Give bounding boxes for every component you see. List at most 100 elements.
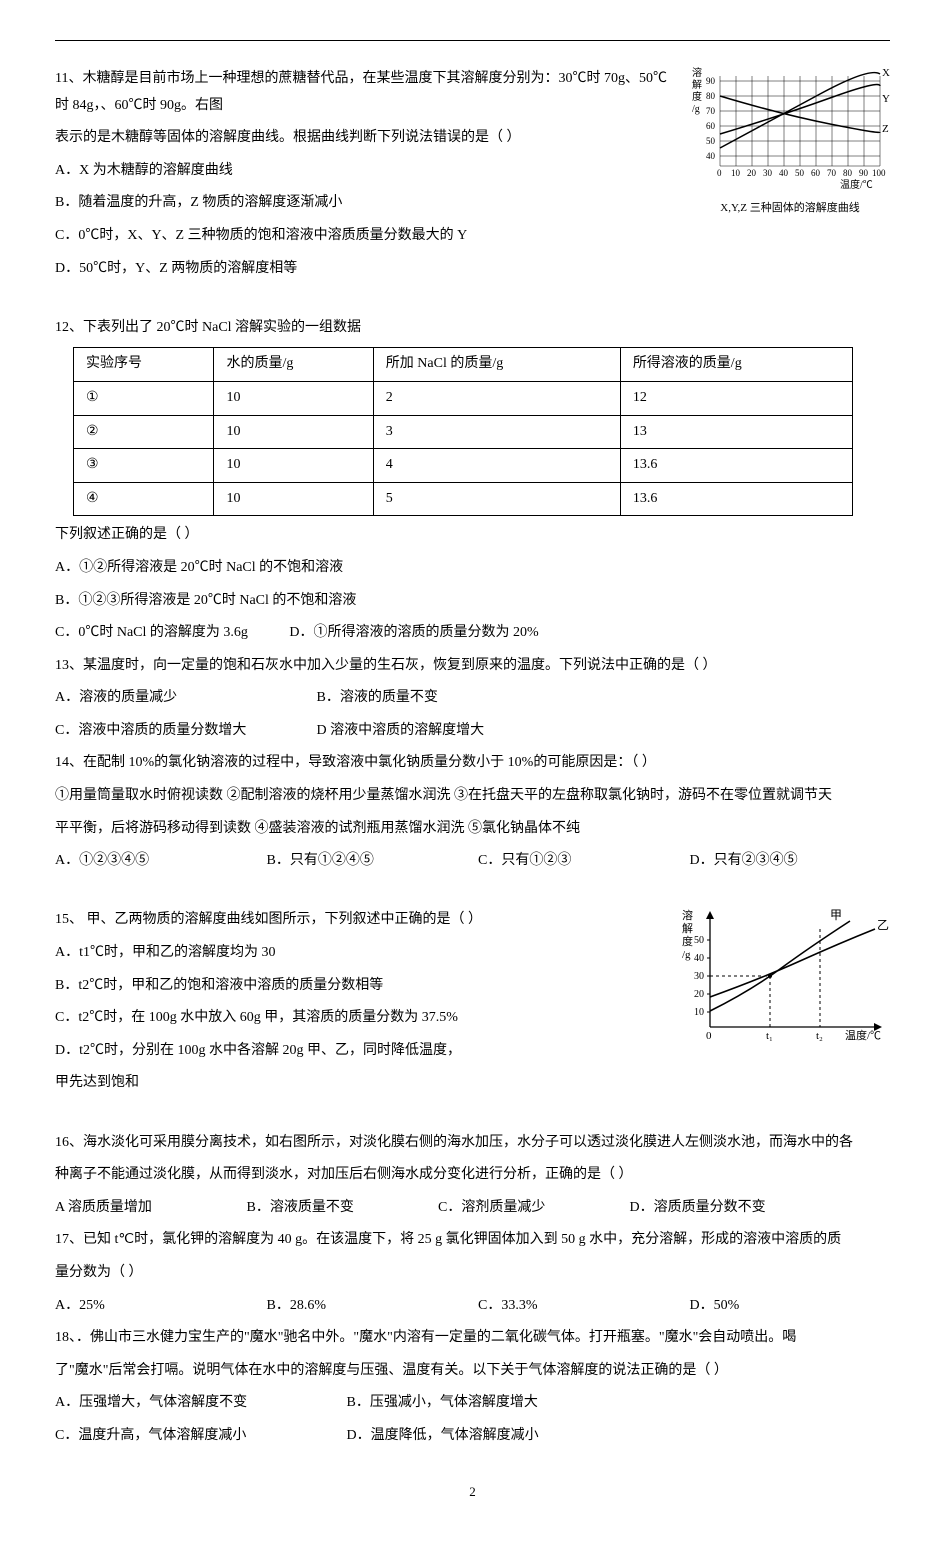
svg-text:70: 70 xyxy=(827,168,837,178)
q12-table: 实验序号 水的质量/g 所加 NaCl 的质量/g 所得溶液的质量/g ① 10… xyxy=(73,347,853,516)
q11-opt-c: C．0℃时，X、Y、Z 三种物质的饱和溶液中溶质质量分数最大的 Y xyxy=(55,223,680,250)
q11-chart-caption: X,Y,Z 三种固体的溶解度曲线 xyxy=(690,198,890,219)
question-15: 15、 甲、乙两物质的溶解度曲线如图所示，下列叙述中正确的是（ ） A．t1℃时… xyxy=(55,907,890,1103)
page-number: 2 xyxy=(55,1480,890,1505)
q12-opts-cd: C．0℃时 NaCl 的溶解度为 3.6g D．①所得溶液的溶质的质量分数为 2… xyxy=(55,620,890,647)
q17-opt-b: B．28.6% xyxy=(267,1293,437,1320)
q12-opt-a: A．①②所得溶液是 20℃时 NaCl 的不饱和溶液 xyxy=(55,555,890,582)
svg-text:70: 70 xyxy=(706,106,716,116)
q17-stem-l2: 量分数为（ ） xyxy=(55,1260,890,1287)
q15-opt-d2: 甲先达到饱和 xyxy=(55,1070,670,1097)
q13-opt-d: D 溶液中溶质的溶解度增大 xyxy=(317,718,485,745)
svg-text:解: 解 xyxy=(682,921,693,935)
th-3: 所得溶液的质量/g xyxy=(620,348,852,382)
q18-opts-ab: A．压强增大，气体溶解度不变 B．压强减小，气体溶解度增大 xyxy=(55,1390,890,1417)
svg-text:温度/℃: 温度/℃ xyxy=(845,1028,881,1042)
svg-text:40: 40 xyxy=(779,168,789,178)
svg-text:Y: Y xyxy=(882,93,890,105)
svg-text:/g: /g xyxy=(682,949,691,961)
q18-opt-d: D．温度降低，气体溶解度减小 xyxy=(347,1423,539,1450)
q14-stem-l2: ①用量筒量取水时俯视读数 ②配制溶液的烧杯用少量蒸馏水润洗 ③在托盘天平的左盘称… xyxy=(55,783,890,810)
svg-text:90: 90 xyxy=(706,76,716,86)
svg-text:90: 90 xyxy=(859,168,869,178)
q16-opt-b: B．溶液质量不变 xyxy=(247,1195,397,1222)
q14-opt-b: B．只有①②④⑤ xyxy=(267,848,437,875)
svg-text:50: 50 xyxy=(706,136,716,146)
q16-opt-a: A 溶质质量增加 xyxy=(55,1195,205,1222)
svg-text:10: 10 xyxy=(731,168,741,178)
svg-text:解: 解 xyxy=(692,78,702,91)
svg-text:20: 20 xyxy=(694,989,704,1000)
q15-opt-d: D．t2℃时，分别在 100g 水中各溶解 20g 甲、乙，同时降低温度， xyxy=(55,1038,670,1065)
q15-opt-b: B．t2℃时，甲和乙的饱和溶液中溶质的质量分数相等 xyxy=(55,973,670,1000)
svg-text:溶: 溶 xyxy=(682,908,693,922)
q16-opt-c: C．溶剂质量减少 xyxy=(438,1195,588,1222)
top-rule xyxy=(55,40,890,41)
q11-opt-a: A．X 为木糖醇的溶解度曲线 xyxy=(55,158,680,185)
q17-opts: A．25% B．28.6% C．33.3% D．50% xyxy=(55,1293,890,1320)
q15-opt-a: A．t1℃时，甲和乙的溶解度均为 30 xyxy=(55,940,670,967)
svg-text:0: 0 xyxy=(717,168,722,178)
q16-stem-l2: 种离子不能通过淡化膜，从而得到淡水，对加压后右侧海水成分变化进行分析，正确的是（… xyxy=(55,1162,890,1189)
q18-opts-cd: C．温度升高，气体溶解度减小 D．温度降低，气体溶解度减小 xyxy=(55,1423,890,1450)
svg-text:60: 60 xyxy=(811,168,821,178)
q14-stem-l1: 14、在配制 10%的氯化钠溶液的过程中，导致溶液中氯化钠质量分数小于 10%的… xyxy=(55,750,890,777)
q12-stem: 12、下表列出了 20℃时 NaCl 溶解实验的一组数据 xyxy=(55,315,890,342)
svg-text:乙: 乙 xyxy=(877,918,889,932)
svg-text:10: 10 xyxy=(694,1007,704,1018)
th-2: 所加 NaCl 的质量/g xyxy=(373,348,620,382)
q12-opt-c: C．0℃时 NaCl 的溶解度为 3.6g xyxy=(55,620,248,647)
q16-opt-d: D．溶质质量分数不变 xyxy=(630,1195,766,1222)
table-row: ① 10 2 12 xyxy=(74,381,853,415)
table-header-row: 实验序号 水的质量/g 所加 NaCl 的质量/g 所得溶液的质量/g xyxy=(74,348,853,382)
svg-text:80: 80 xyxy=(706,91,716,101)
th-0: 实验序号 xyxy=(74,348,214,382)
q18-opt-a: A．压强增大，气体溶解度不变 xyxy=(55,1390,305,1417)
q18-stem-l1: 18、．佛山市三水健力宝生产的"魔水"驰名中外。"魔水"内溶有一定量的二氧化碳气… xyxy=(55,1325,890,1352)
svg-text:t₂: t₂ xyxy=(816,1030,823,1042)
svg-text:度: 度 xyxy=(682,934,693,948)
q13-opt-c: C．溶液中溶质的质量分数增大 xyxy=(55,718,275,745)
q11-stem-l2: 表示的是木糖醇等固体的溶解度曲线。根据曲线判断下列说法错误的是（ ） xyxy=(55,125,680,152)
table-row: ② 10 3 13 xyxy=(74,415,853,449)
q17-opt-a: A．25% xyxy=(55,1293,225,1320)
svg-text:80: 80 xyxy=(843,168,853,178)
q14-opts: A．①②③④⑤ B．只有①②④⑤ C．只有①②③ D．只有②③④⑤ xyxy=(55,848,890,875)
q14-stem-l3: 平平衡，后将游码移动得到读数 ④盛装溶液的试剂瓶用蒸馏水润洗 ⑤氯化钠晶体不纯 xyxy=(55,816,890,843)
q18-stem-l2: 了"魔水"后常会打嗝。说明气体在水中的溶解度与压强、温度有关。以下关于气体溶解度… xyxy=(55,1358,890,1385)
svg-text:溶: 溶 xyxy=(692,66,702,79)
q12-opt-d: D．①所得溶液的溶质的质量分数为 20% xyxy=(289,620,538,647)
q11-chart: 溶 解 度 /g xyxy=(690,66,890,219)
q11-opt-d: D．50℃时，Y、Z 两物质的溶解度相等 xyxy=(55,256,680,283)
svg-text:30: 30 xyxy=(694,971,704,982)
table-row: ④ 10 5 13.6 xyxy=(74,482,853,516)
q14-opt-d: D．只有②③④⑤ xyxy=(690,848,798,875)
svg-text:40: 40 xyxy=(706,151,716,161)
q16-stem-l1: 16、海水淡化可采用膜分离技术，如右图所示，对淡化膜右侧的海水加压，水分子可以透… xyxy=(55,1130,890,1157)
svg-text:30: 30 xyxy=(763,168,773,178)
q13-opt-a: A．溶液的质量减少 xyxy=(55,685,275,712)
q18-opt-c: C．温度升高，气体溶解度减小 xyxy=(55,1423,305,1450)
q15-stem: 15、 甲、乙两物质的溶解度曲线如图所示，下列叙述中正确的是（ ） xyxy=(55,907,670,934)
question-11: 11、木糖醇是目前市场上一种理想的蔗糖替代品，在某些温度下其溶解度分别为：30℃… xyxy=(55,66,890,288)
q12-after: 下列叙述正确的是（ ） xyxy=(55,522,890,549)
q13-stem: 13、某温度时，向一定量的饱和石灰水中加入少量的生石灰，恢复到原来的温度。下列说… xyxy=(55,653,890,680)
svg-text:100: 100 xyxy=(872,168,886,178)
q14-opt-a: A．①②③④⑤ xyxy=(55,848,225,875)
svg-text:t₁: t₁ xyxy=(766,1030,773,1042)
q15-chart: 溶 解 度 /g 10 20 30 40 50 0 t₁ t₂ 温度 xyxy=(680,907,890,1047)
svg-text:60: 60 xyxy=(706,121,716,131)
th-1: 水的质量/g xyxy=(214,348,373,382)
q16-opts: A 溶质质量增加 B．溶液质量不变 C．溶剂质量减少 D．溶质质量分数不变 xyxy=(55,1195,890,1222)
svg-text:X: X xyxy=(882,67,890,79)
svg-text:40: 40 xyxy=(694,953,704,964)
svg-text:Z: Z xyxy=(882,123,889,135)
svg-text:甲: 甲 xyxy=(830,908,842,922)
q15-opt-c: C．t2℃时，在 100g 水中放入 60g 甲，其溶质的质量分数为 37.5% xyxy=(55,1005,670,1032)
svg-text:20: 20 xyxy=(747,168,757,178)
q13-opt-b: B．溶液的质量不变 xyxy=(317,685,438,712)
q11-stem-l1: 11、木糖醇是目前市场上一种理想的蔗糖替代品，在某些温度下其溶解度分别为：30℃… xyxy=(55,66,680,119)
q17-opt-c: C．33.3% xyxy=(478,1293,648,1320)
q13-opts-cd: C．溶液中溶质的质量分数增大 D 溶液中溶质的溶解度增大 xyxy=(55,718,890,745)
q12-opt-b: B．①②③所得溶液是 20℃时 NaCl 的不饱和溶液 xyxy=(55,588,890,615)
